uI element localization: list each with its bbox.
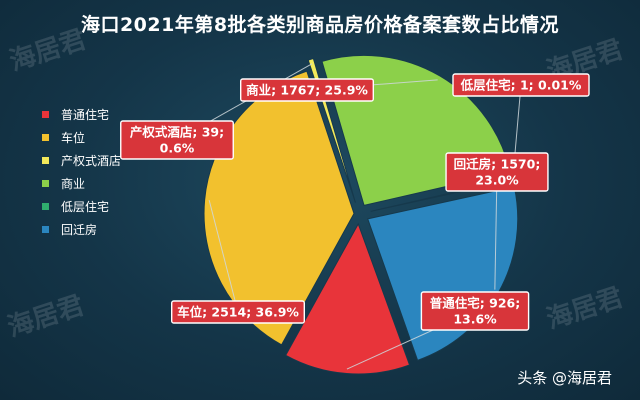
legend-label: 商业 bbox=[61, 177, 86, 191]
legend-label: 低层住宅 bbox=[61, 200, 110, 214]
data-label-text: 普通住宅; 926; bbox=[430, 296, 520, 311]
legend-label: 车位 bbox=[61, 131, 86, 145]
data-label-3: 产权式酒店; 39;0.6% bbox=[120, 120, 234, 160]
data-label-6: 回迁房; 1570;23.0% bbox=[445, 152, 549, 192]
legend-label: 回迁房 bbox=[61, 223, 98, 237]
data-label-text: 0.6% bbox=[160, 141, 195, 156]
data-label-text: 商业; 1767; 25.9% bbox=[246, 83, 368, 98]
legend-label: 普通住宅 bbox=[61, 108, 110, 122]
data-label-text: 产权式酒店; 39; bbox=[130, 125, 224, 140]
data-label-text: 23.0% bbox=[475, 173, 519, 188]
legend: 普通住宅车位产权式酒店商业低层住宅回迁房 bbox=[42, 103, 121, 241]
data-label-2: 车位; 2514; 36.9% bbox=[170, 300, 306, 324]
pie-slice-1 bbox=[285, 222, 411, 375]
legend-swatch bbox=[42, 111, 49, 118]
legend-swatch bbox=[42, 203, 49, 210]
legend-item: 低层住宅 bbox=[42, 195, 121, 218]
data-label-box bbox=[170, 300, 306, 324]
data-label-text: 低层住宅; 1; 0.01% bbox=[460, 78, 582, 93]
data-label-text: 车位; 2514; 36.9% bbox=[177, 305, 299, 320]
legend-swatch bbox=[42, 157, 49, 164]
data-label-text: 13.6% bbox=[453, 312, 497, 327]
credit-text: 头条 @海居君 bbox=[517, 369, 612, 387]
chart-title: 海口2021年第8批各类别商品房价格备案套数占比情况 bbox=[80, 14, 560, 36]
legend-item: 普通住宅 bbox=[42, 103, 121, 126]
legend-item: 车位 bbox=[42, 126, 121, 149]
data-label-box bbox=[239, 78, 375, 102]
legend-item: 商业 bbox=[42, 172, 121, 195]
data-labels: 普通住宅; 926;13.6% 车位; 2514; 36.9% 产权式酒店; 39;… bbox=[120, 73, 590, 331]
data-label-box bbox=[120, 120, 234, 160]
legend-item: 产权式酒店 bbox=[42, 149, 121, 172]
data-label-box bbox=[445, 152, 549, 192]
legend-swatch bbox=[42, 180, 49, 187]
data-label-text: 回迁房; 1570; bbox=[454, 157, 541, 172]
legend-swatch bbox=[42, 226, 49, 233]
leader-line bbox=[208, 200, 239, 313]
legend-label: 产权式酒店 bbox=[61, 154, 122, 168]
legend-swatch bbox=[42, 134, 49, 141]
legend-item: 回迁房 bbox=[42, 218, 121, 241]
data-label-box bbox=[452, 73, 590, 97]
data-label-1: 普通住宅; 926;13.6% bbox=[420, 291, 530, 331]
data-label-box bbox=[420, 291, 530, 331]
data-label-5: 低层住宅; 1; 0.01% bbox=[452, 73, 590, 97]
data-label-4: 商业; 1767; 25.9% bbox=[239, 78, 375, 102]
